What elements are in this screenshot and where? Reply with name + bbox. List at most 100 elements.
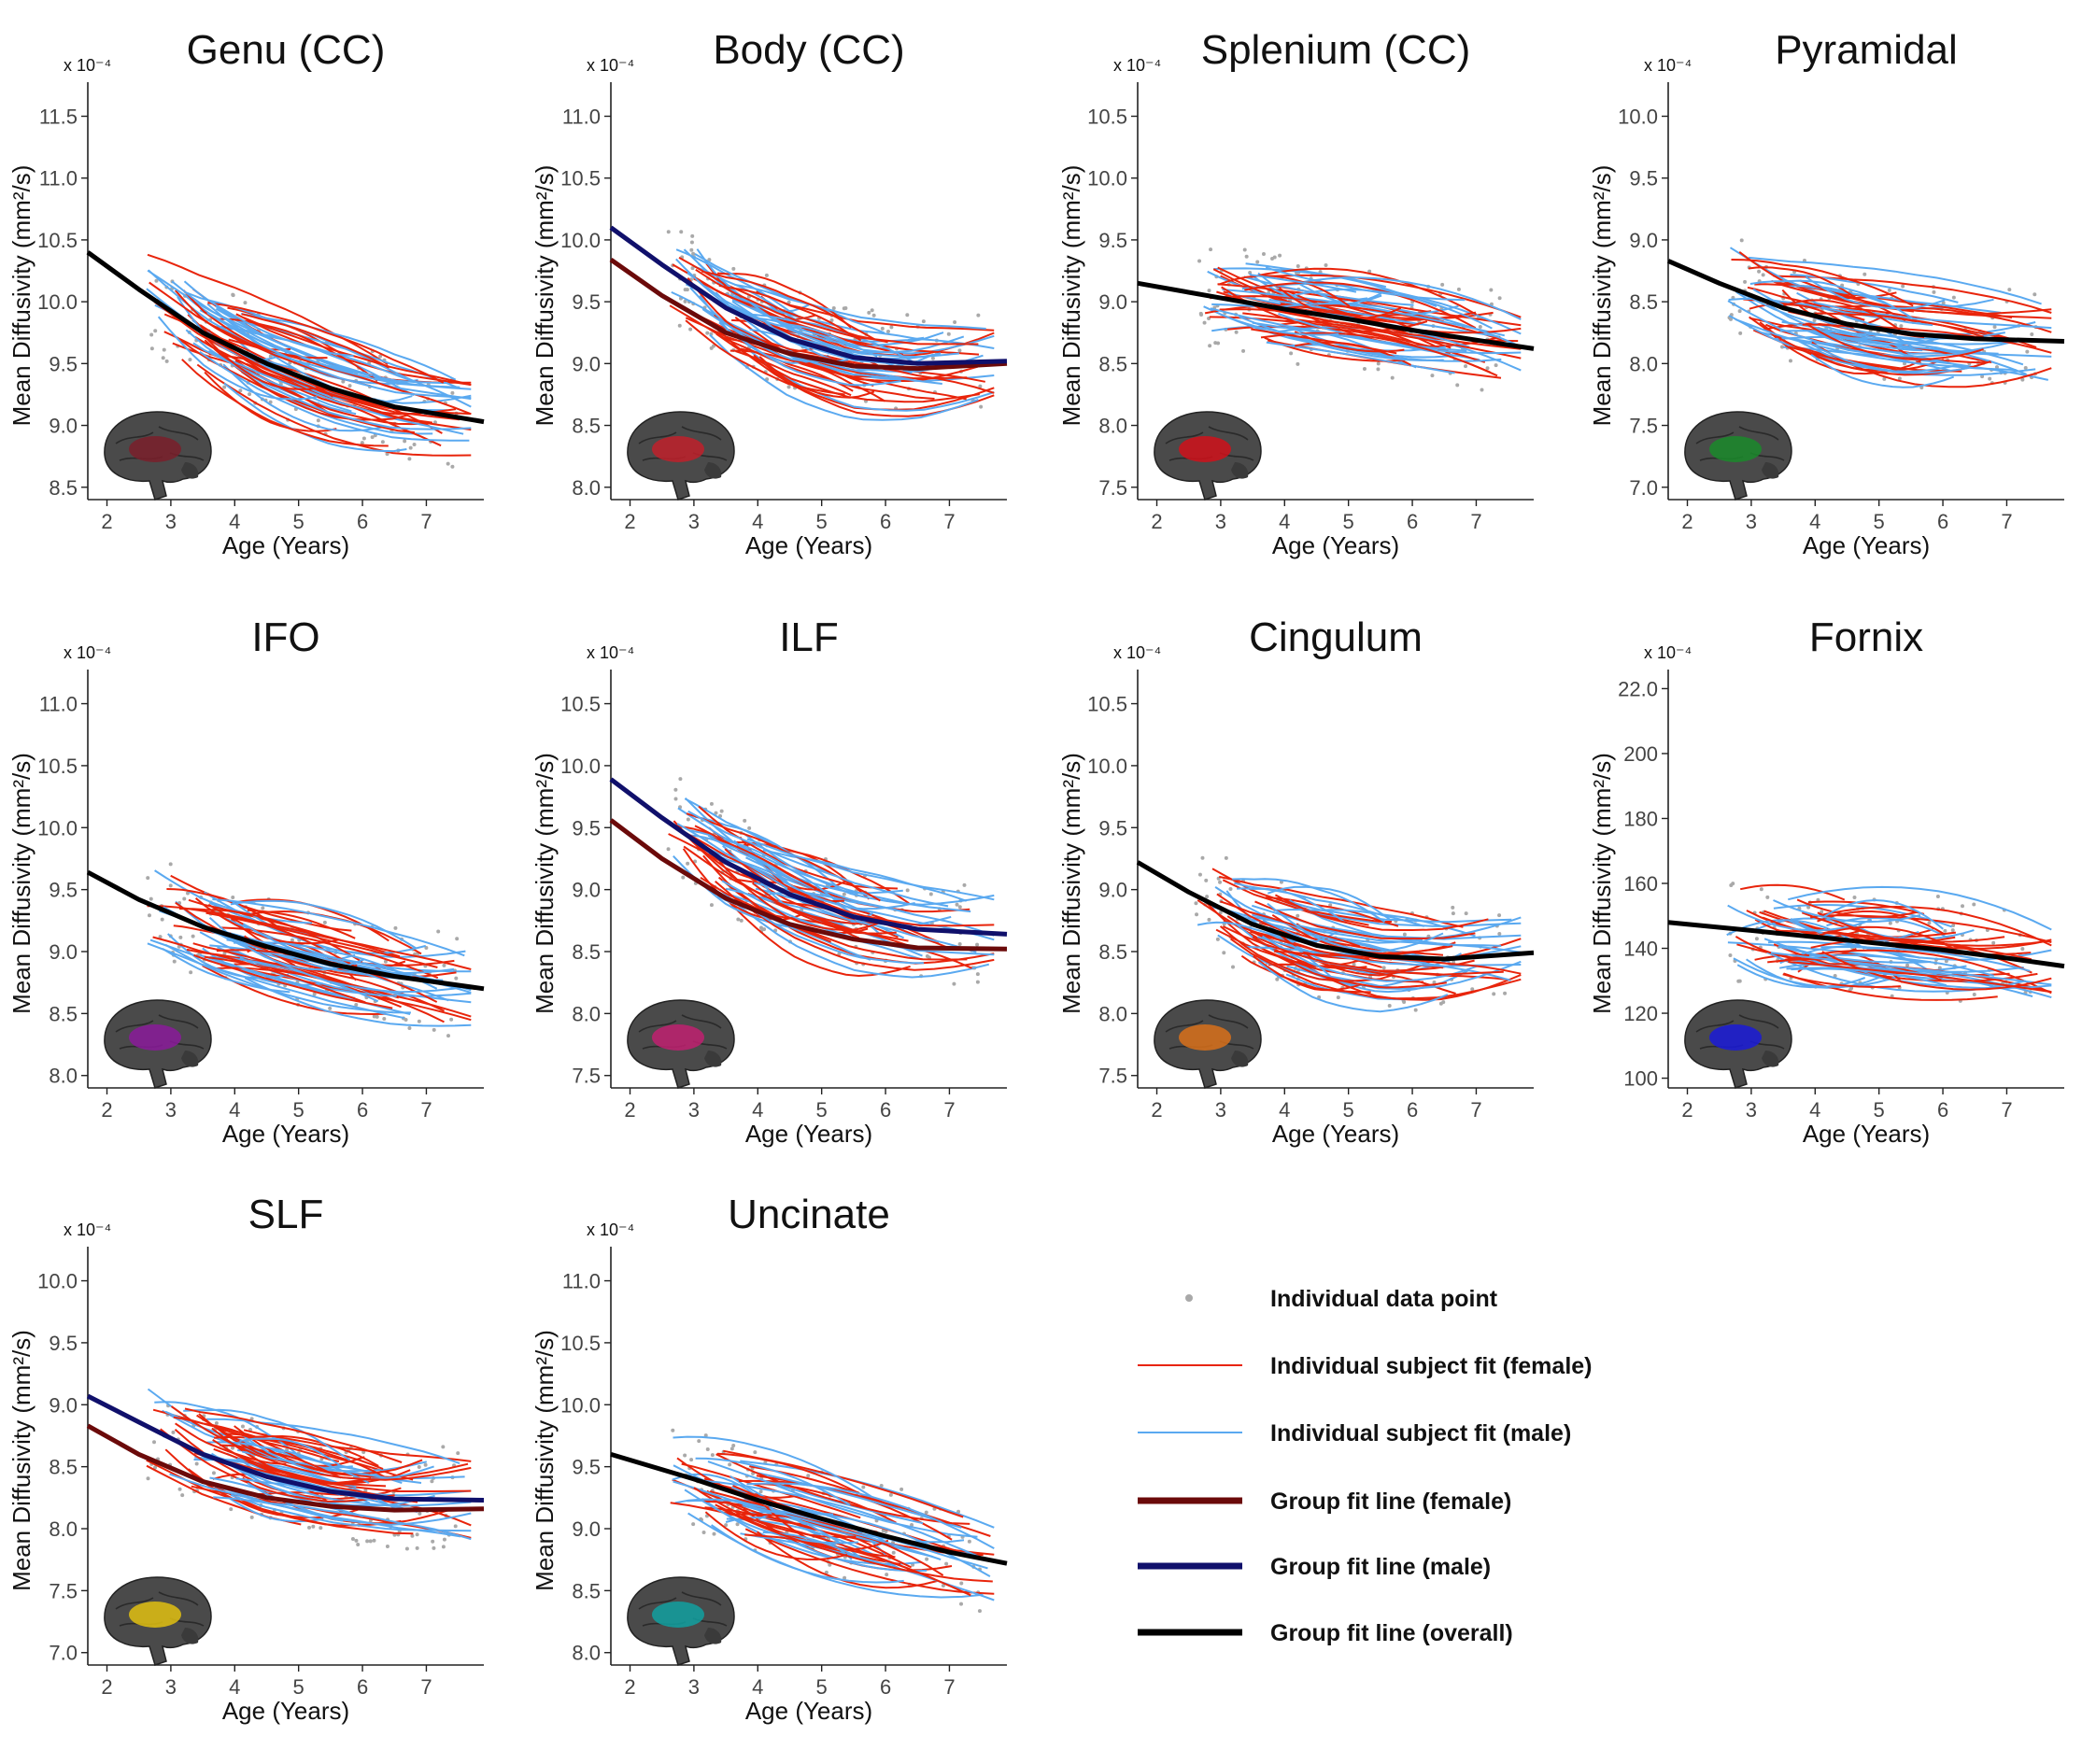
- subject-fit-male: [1820, 946, 2031, 972]
- subject-fit-male: [212, 898, 465, 957]
- data-point: [975, 972, 980, 977]
- subject-fit-male: [1805, 275, 1946, 310]
- data-point: [408, 445, 413, 450]
- data-point: [372, 1014, 376, 1019]
- data-point: [328, 1006, 333, 1010]
- data-point: [885, 330, 890, 334]
- subject-fit-female: [1806, 323, 1984, 360]
- data-point: [370, 435, 375, 440]
- subject-fit-male: [751, 894, 977, 953]
- x-tick-label: 7: [943, 1098, 955, 1122]
- data-point: [178, 935, 183, 939]
- x-tick-label: 6: [1937, 510, 1948, 533]
- x-tick-label: 2: [1151, 1098, 1162, 1122]
- data-point: [1897, 376, 1902, 381]
- data-point: [182, 896, 187, 901]
- subject-fit-female: [1809, 905, 2052, 947]
- x-tick-label: 4: [1279, 1098, 1290, 1122]
- data-point: [673, 797, 678, 801]
- brain-thumbnail: [104, 411, 212, 501]
- data-point: [450, 390, 455, 395]
- data-point: [691, 1522, 696, 1527]
- subject-fit-male: [1261, 935, 1480, 982]
- subject-fit-male: [1291, 327, 1460, 359]
- data-point: [1204, 878, 1209, 882]
- subject-fit-female: [685, 319, 845, 396]
- x-axis-label: Age (Years): [1803, 1120, 1930, 1148]
- data-point: [407, 1026, 412, 1031]
- subject-fit-female: [1222, 925, 1504, 976]
- subject-fit-female: [233, 1452, 387, 1488]
- x-tick-label: 3: [1746, 1098, 1757, 1122]
- data-point: [1737, 309, 1742, 314]
- data-point: [1932, 289, 1936, 294]
- data-point: [697, 1439, 701, 1444]
- y-tick-label: 8.0: [572, 476, 601, 500]
- data-point: [404, 1018, 408, 1023]
- data-point: [356, 1542, 361, 1546]
- data-point: [162, 347, 166, 352]
- subject-fit-female: [739, 1479, 953, 1541]
- data-point: [240, 1424, 245, 1429]
- data-point: [249, 1515, 254, 1519]
- data-point: [1207, 917, 1211, 922]
- data-point: [975, 942, 980, 947]
- data-point: [1222, 951, 1226, 955]
- data-point: [1452, 960, 1456, 965]
- subject-fit-female: [1244, 281, 1477, 329]
- y-tick-label: 180: [1623, 807, 1658, 830]
- subject-fit-female: [1254, 900, 1476, 940]
- subject-fit-female: [678, 257, 888, 344]
- data-point: [1992, 325, 1997, 330]
- axis-exponent-label: x 10⁻⁴: [587, 1221, 634, 1239]
- x-tick-label: 7: [943, 510, 955, 533]
- subject-fit-female: [1294, 331, 1405, 353]
- data-point: [1218, 910, 1223, 915]
- data-point: [1739, 238, 1744, 243]
- subject-fit-female: [217, 912, 472, 970]
- subject-fit-male: [1267, 902, 1444, 953]
- y-axis-label: Mean Diffusivity (mm²/s): [1057, 753, 1085, 1014]
- y-tick-label: 10.5: [560, 1332, 601, 1355]
- subject-fit-male: [199, 953, 356, 999]
- brain-folds: [1165, 426, 1254, 461]
- x-tick-label: 3: [688, 1675, 700, 1699]
- data-point: [456, 1451, 460, 1456]
- y-tick-label: 9.5: [572, 1456, 601, 1479]
- group-fit-line-female: [86, 1423, 485, 1513]
- data-point: [1430, 374, 1435, 378]
- axis-exponent-label: x 10⁻⁴: [587, 56, 634, 75]
- data-point: [455, 937, 460, 941]
- data-point: [1381, 966, 1386, 970]
- data-point: [423, 1462, 428, 1467]
- brain-folds: [638, 1591, 728, 1627]
- x-axis-label: Age (Years): [745, 531, 872, 559]
- data-point: [747, 826, 752, 830]
- subject-fit-female: [1783, 972, 1998, 1001]
- tract-highlight: [1179, 1024, 1231, 1051]
- data-point: [739, 918, 744, 923]
- legend-item-overall-group-fit: Group fit line (overall): [1138, 1620, 1513, 1646]
- brain-folds: [115, 1014, 205, 1050]
- subject-fit-male: [699, 1479, 984, 1559]
- x-tick-label: 4: [229, 1098, 240, 1122]
- subject-fit-female: [214, 1435, 387, 1479]
- subject-fit-male: [753, 317, 878, 358]
- data-point: [946, 332, 951, 336]
- x-tick-label: 3: [1746, 510, 1757, 533]
- brain-folds: [638, 426, 728, 461]
- data-point: [673, 787, 678, 792]
- data-point: [1324, 263, 1328, 268]
- y-tick-label: 11.0: [39, 693, 78, 716]
- y-tick-label: 9.0: [572, 352, 601, 375]
- chart-title: Uncinate: [728, 1192, 890, 1237]
- subject-fit-male: [1278, 313, 1522, 355]
- data-point: [222, 385, 227, 389]
- data-point: [412, 442, 417, 446]
- axis-exponent-label: x 10⁻⁴: [64, 1221, 111, 1239]
- data-point: [186, 891, 191, 896]
- subject-fit-female: [171, 1405, 472, 1481]
- axis-exponent-label: x 10⁻⁴: [1113, 643, 1161, 662]
- y-tick-label: 10.0: [560, 1393, 601, 1417]
- data-point: [180, 1493, 185, 1498]
